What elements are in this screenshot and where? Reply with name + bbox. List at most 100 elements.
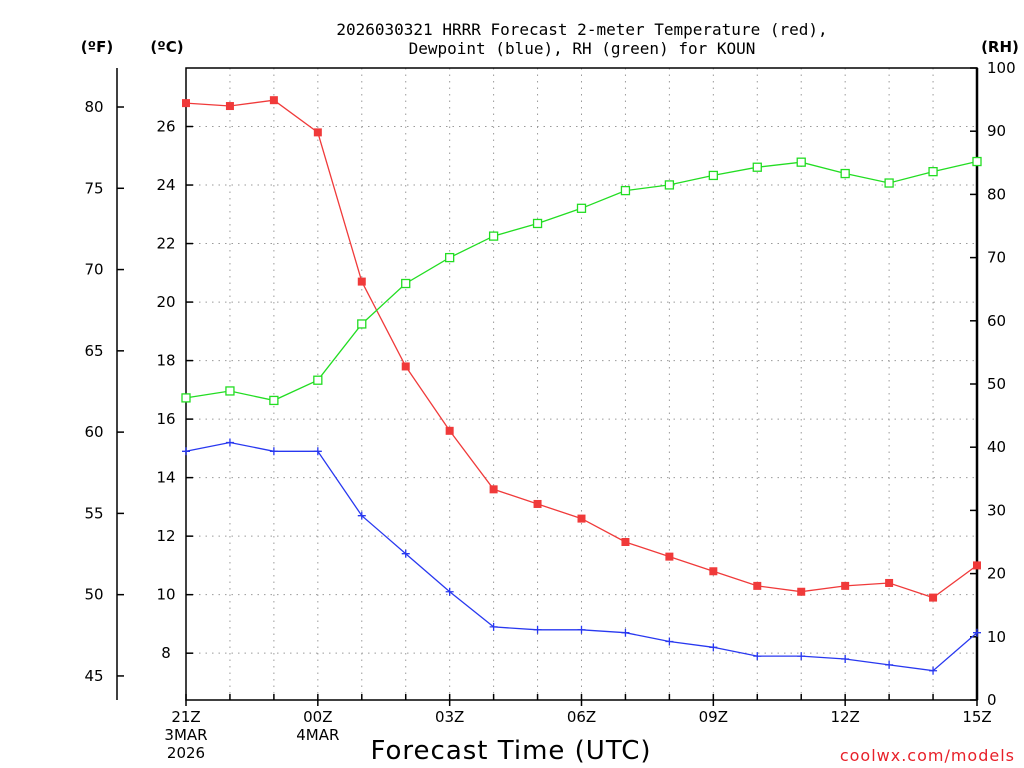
celsius-tick-label-22: 22: [156, 235, 175, 253]
rh-tick-label-90: 90: [987, 122, 1006, 140]
marker-dewpoint-14: [797, 652, 806, 661]
rh-tick-label-60: 60: [987, 312, 1006, 330]
marker-dewpoint-10: [621, 628, 630, 637]
x-tick-label-9-0: 06Z: [567, 708, 596, 726]
marker-rh-15: [840, 168, 850, 179]
celsius-tick-label-12: 12: [156, 527, 175, 545]
x-tick-label-3-1: 4MAR: [296, 726, 339, 744]
x-tick-label-18-0: 15Z: [962, 708, 991, 726]
marker-dewpoint-13: [753, 652, 762, 661]
marker-2-meter-temperature-11: [665, 552, 674, 561]
fahrenheit-tick-label-80: 80: [84, 98, 103, 116]
marker-dewpoint-18: [973, 628, 981, 637]
marker-dewpoint-4: [357, 511, 366, 520]
marker-rh-11: [664, 180, 675, 190]
marker-2-meter-temperature-12: [709, 567, 718, 576]
rh-tick-label-10: 10: [987, 628, 1006, 646]
chart-title-line1: 2026030321 HRRR Forecast 2-meter Tempera…: [336, 20, 827, 39]
x-tick-label-3-0: 00Z: [303, 708, 332, 726]
fahrenheit-tick-label-45: 45: [84, 667, 103, 685]
rh-tick-label-0: 0: [987, 691, 997, 709]
marker-rh-7: [488, 231, 499, 241]
marker-dewpoint-15: [841, 655, 850, 664]
marker-rh-14: [796, 157, 806, 167]
marker-rh-13: [752, 162, 762, 172]
rh-tick-label-80: 80: [987, 185, 1006, 203]
marker-2-meter-temperature-4: [357, 277, 366, 286]
series-line-rh: [185, 160, 978, 402]
marker-dewpoint-9: [577, 625, 586, 634]
series-layer: [181, 96, 982, 675]
credit-text: coolwx.com/models: [840, 746, 1015, 765]
rh-tick-label-30: 30: [987, 501, 1006, 519]
marker-dewpoint-11: [665, 637, 674, 646]
marker-2-meter-temperature-15: [841, 581, 850, 590]
rh-tick-label-50: 50: [987, 375, 1006, 393]
celsius-tick-label-8: 8: [161, 644, 171, 662]
fahrenheit-tick-label-55: 55: [84, 504, 103, 522]
fahrenheit-tick-label-75: 75: [84, 179, 103, 197]
marker-dewpoint-7: [489, 622, 498, 631]
marker-dewpoint-16: [885, 660, 894, 669]
marker-dewpoint-12: [709, 643, 718, 652]
x-tick-label-0-2: 2026: [167, 744, 205, 762]
marker-rh-8: [532, 218, 543, 229]
rh-tick-label-40: 40: [987, 438, 1006, 456]
marker-rh-4: [357, 319, 367, 329]
fahrenheit-tick-label-70: 70: [84, 261, 103, 279]
marker-2-meter-temperature-5: [401, 362, 410, 371]
rh-tick-label-100: 100: [987, 59, 1016, 77]
marker-rh-2: [269, 395, 279, 406]
fahrenheit-tick-label-50: 50: [84, 586, 103, 604]
rh-unit-label: (RH): [981, 38, 1019, 56]
marker-2-meter-temperature-8: [533, 499, 542, 508]
plot-frame: [185, 67, 978, 701]
marker-2-meter-temperature-14: [797, 587, 806, 596]
marker-rh-12: [708, 170, 718, 181]
marker-2-meter-temperature-2: [269, 96, 278, 105]
celsius-tick-label-14: 14: [156, 469, 175, 487]
marker-2-meter-temperature-3: [313, 128, 322, 137]
celsius-tick-label-20: 20: [156, 293, 175, 311]
marker-rh-5: [401, 278, 411, 289]
marker-2-meter-temperature-18: [973, 561, 981, 570]
marker-rh-0: [181, 393, 191, 403]
fahrenheit-unit-label: (ºF): [81, 38, 113, 56]
fahrenheit-tick-label-65: 65: [84, 342, 103, 360]
marker-2-meter-temperature-0: [182, 99, 190, 108]
x-tick-label-15-0: 12Z: [830, 708, 859, 726]
marker-dewpoint-2: [269, 447, 278, 456]
grid-layer: [186, 68, 977, 700]
marker-2-meter-temperature-10: [621, 538, 630, 546]
celsius-tick-label-18: 18: [156, 352, 175, 370]
marker-2-meter-temperature-7: [489, 485, 498, 494]
marker-2-meter-temperature-6: [445, 426, 454, 435]
x-tick-label-12-0: 09Z: [699, 708, 728, 726]
fahrenheit-tick-label-60: 60: [84, 423, 103, 441]
x-tick-label-0-0: 21Z: [171, 708, 200, 726]
x-axis-label: Forecast Time (UTC): [370, 736, 651, 766]
marker-rh-9: [576, 203, 587, 213]
marker-rh-18: [972, 156, 982, 167]
celsius-unit-label: (ºC): [150, 38, 183, 56]
celsius-tick-label-26: 26: [156, 118, 175, 136]
marker-dewpoint-17: [929, 666, 938, 675]
celsius-tick-label-16: 16: [156, 410, 175, 428]
marker-dewpoint-1: [225, 438, 234, 447]
marker-dewpoint-0: [182, 447, 190, 456]
rh-tick-label-70: 70: [987, 249, 1006, 267]
marker-dewpoint-3: [313, 447, 322, 456]
marker-rh-17: [928, 166, 938, 177]
marker-2-meter-temperature-9: [577, 514, 586, 523]
marker-2-meter-temperature-17: [929, 593, 938, 602]
marker-rh-3: [313, 375, 323, 385]
marker-rh-10: [620, 185, 631, 196]
marker-dewpoint-8: [533, 625, 542, 634]
marker-dewpoint-6: [445, 587, 454, 596]
celsius-tick-label-24: 24: [156, 176, 175, 194]
celsius-tick-label-10: 10: [156, 586, 175, 604]
marker-rh-6: [445, 252, 455, 263]
marker-rh-16: [884, 178, 894, 188]
marker-2-meter-temperature-1: [225, 102, 234, 111]
